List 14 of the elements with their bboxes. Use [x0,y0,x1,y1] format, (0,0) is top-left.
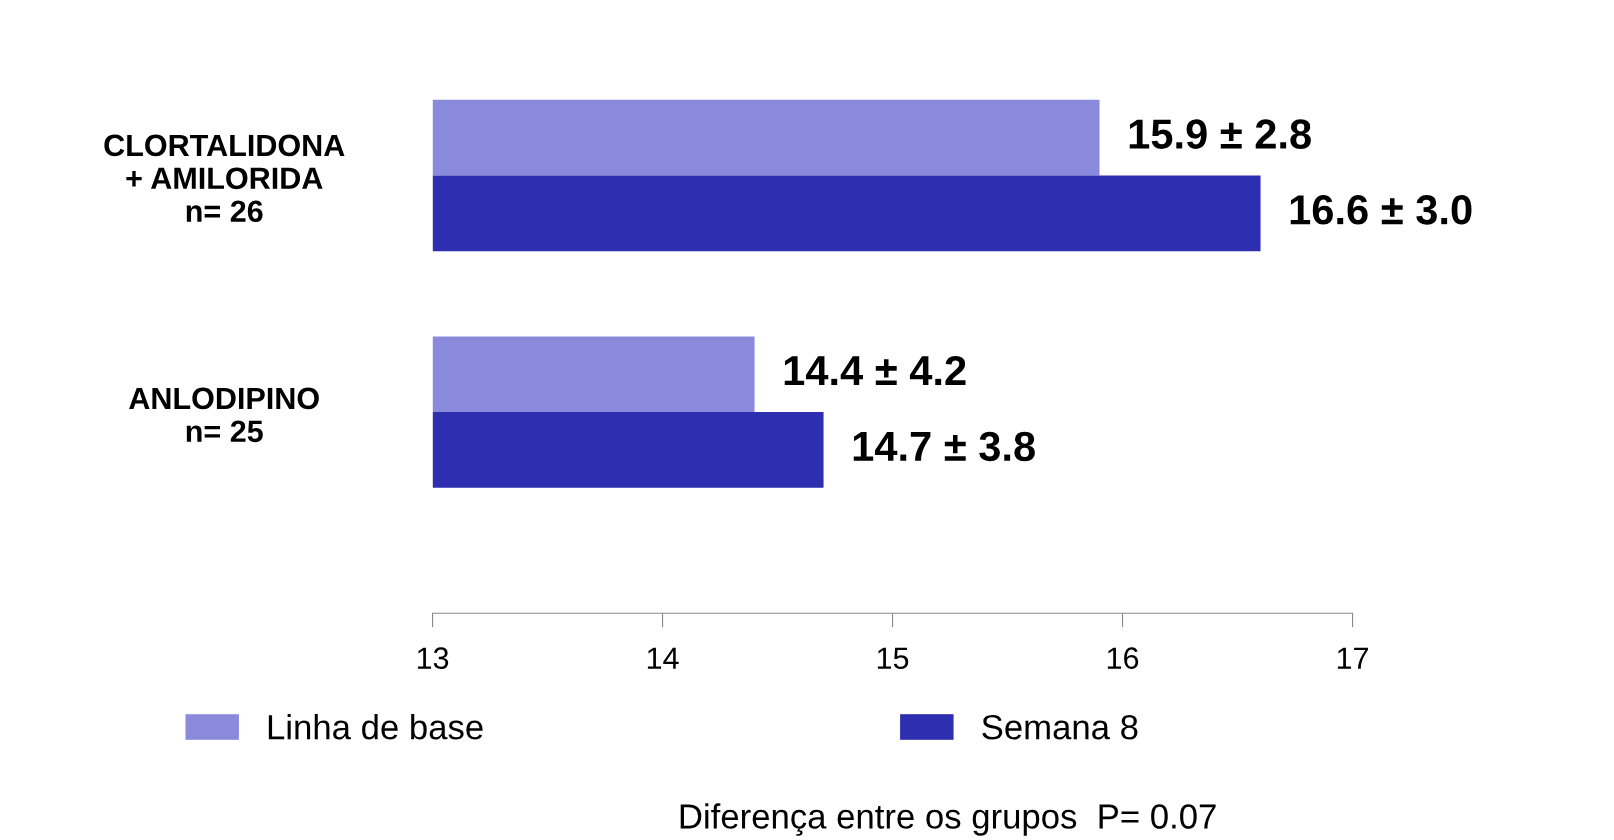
data-label: 14.7 ± 3.8 [853,431,1035,462]
data-label: 14.4 ± 4.2 [784,355,966,386]
x-tick-label: 14 [647,647,679,669]
x-tick-label: 16 [1107,647,1139,669]
x-tick-label: 13 [417,647,449,669]
data-label: 16.6 ± 3.0 [1290,195,1472,225]
y-tick-label: CLORTALIDONA + AMILORIDA n= 26 [104,134,345,223]
x-tick-label: 15 [877,647,909,669]
y-tick-label: ANLODIPINO n= 25 [129,387,319,443]
x-tick-label: 17 [1337,647,1368,669]
text: Diferença entre os grupos P= 0.07 [680,803,1216,836]
data-label: 15.9 ± 2.8 [1129,119,1311,149]
legend-label: Linha de base [268,714,483,740]
legend-label: Semana 8 [982,714,1138,740]
